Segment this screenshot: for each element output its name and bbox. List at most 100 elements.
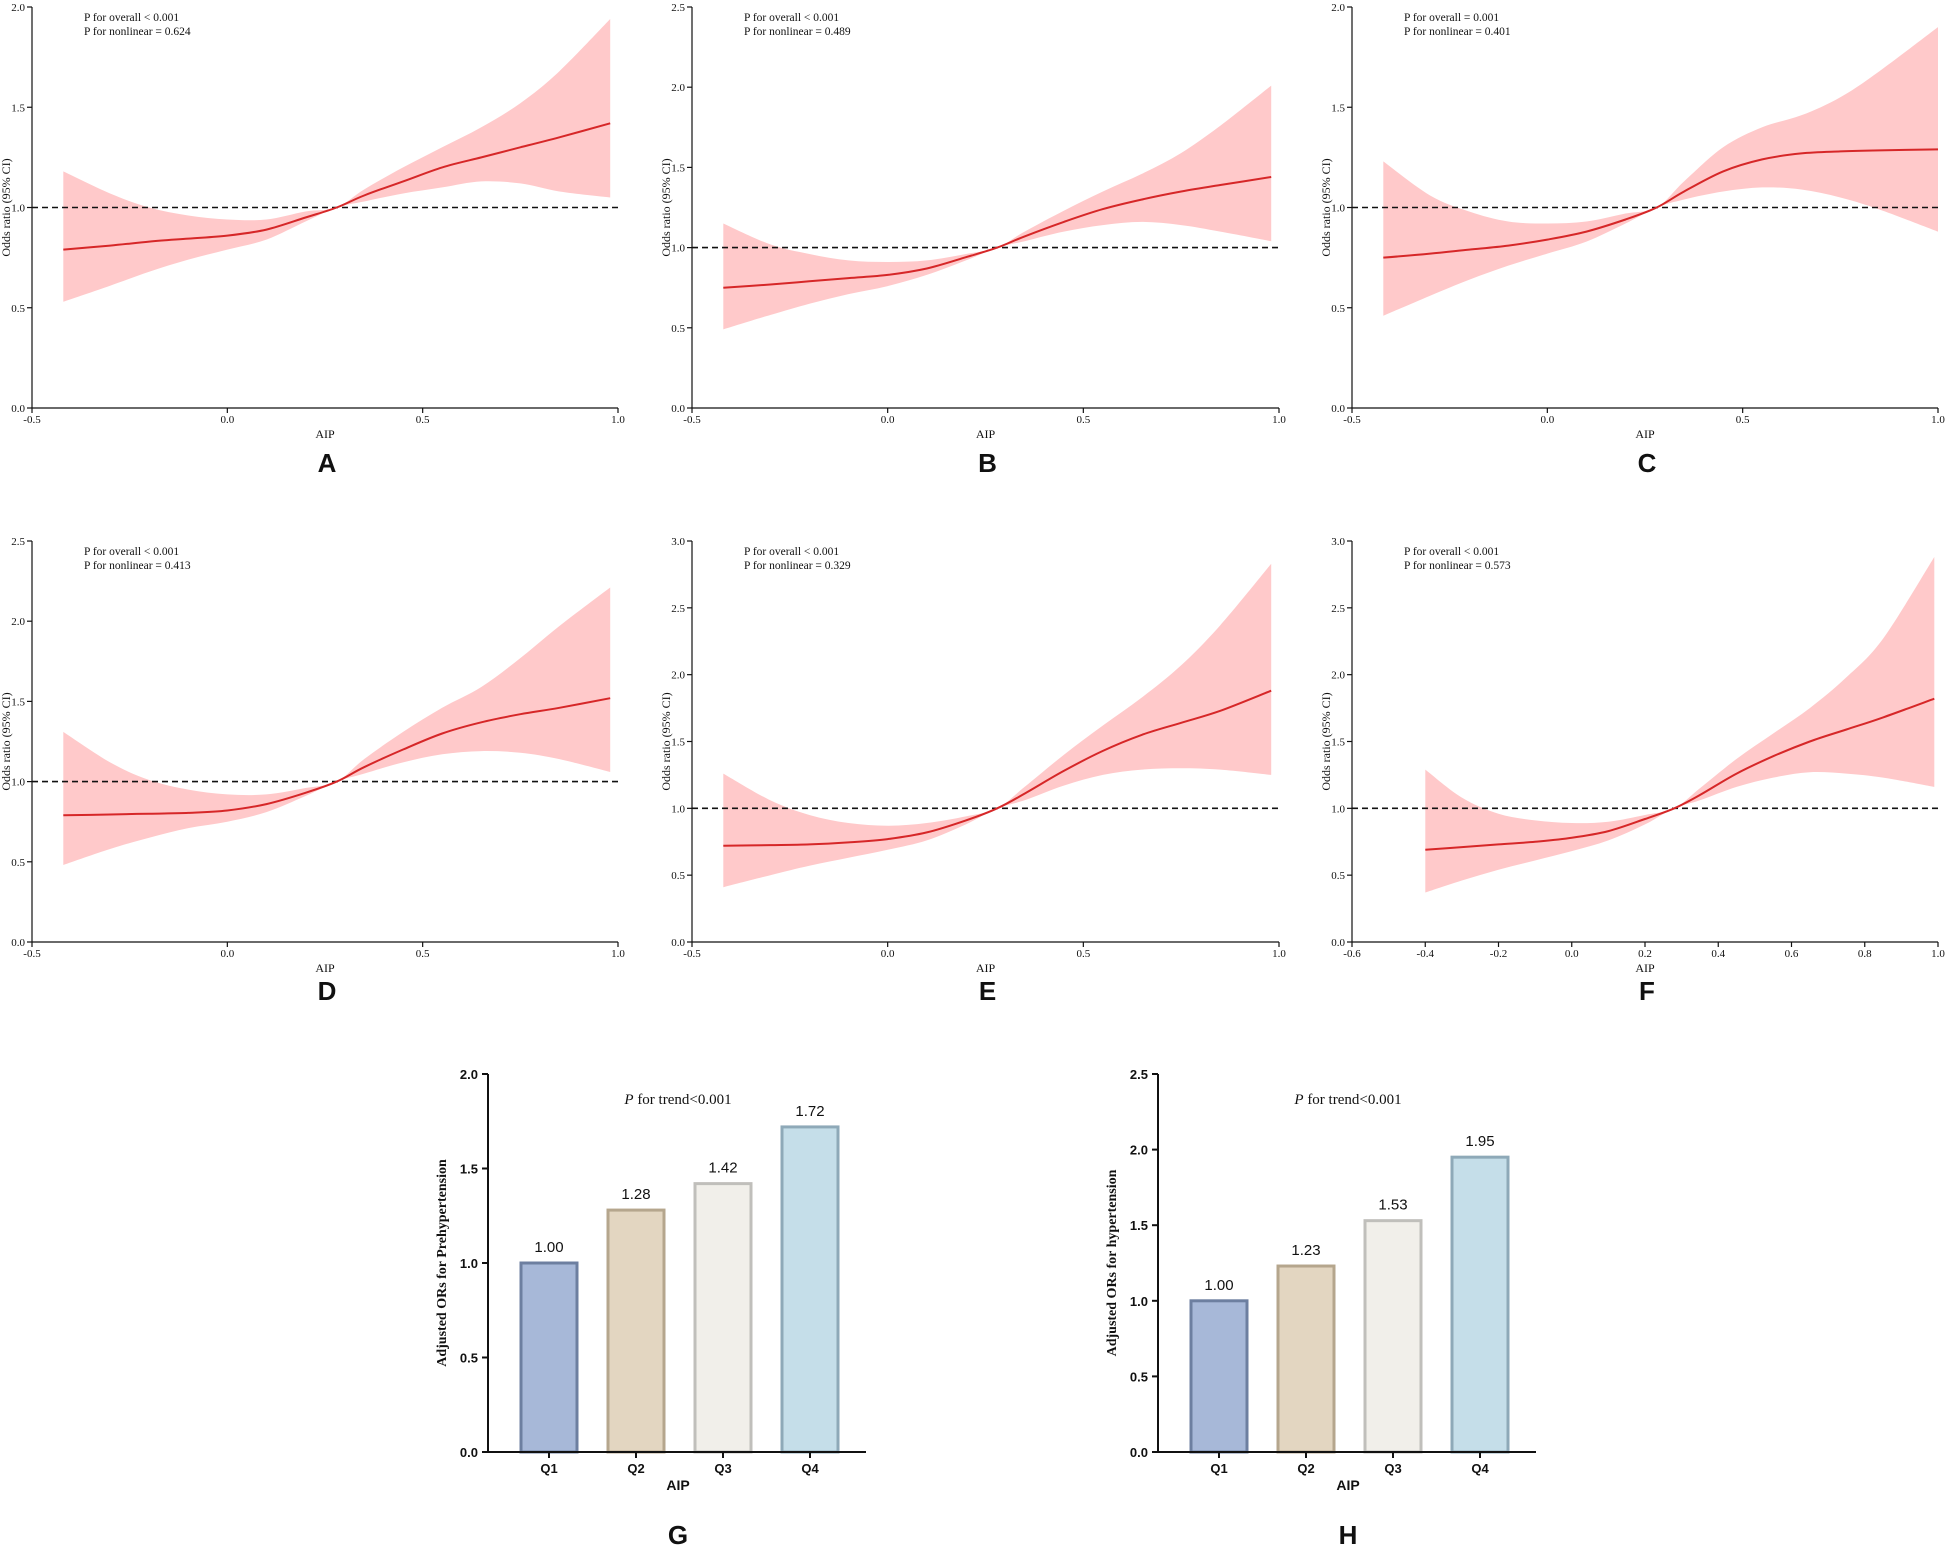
x-tick-label: 0.0: [220, 948, 234, 960]
spline-panel-e: 0.00.51.01.52.02.53.0-0.5 0.0 0.5 1.0AIPOdd…: [659, 536, 1286, 1006]
y-tick-label: 1.5: [11, 102, 25, 114]
x-tick-label: 1.0: [611, 414, 625, 426]
y-tick-label: 2.0: [671, 82, 685, 94]
spline-panel-f: 0.0 0.5 1.0 1.5 2.0 2.5 3.0 -0.6 -0.4 -0.2 0.0 0.2 0…: [1319, 536, 1945, 1006]
bar-value-label: 1.28: [621, 1186, 650, 1203]
x-tick-label: 1.0: [1272, 414, 1286, 426]
y-tick-label: 0.5: [11, 303, 25, 315]
y-axis-title: Adjusted ORs for Prehypertension: [435, 1159, 450, 1367]
y-tick-label: 1.0: [671, 803, 685, 815]
x-tick-label: 0.5: [416, 948, 430, 960]
x-tick-label: -0.5: [683, 948, 701, 960]
x-tick-label: Q3: [1384, 1461, 1401, 1476]
p-overall-annotation: P for overall < 0.001: [744, 12, 839, 24]
y-tick-label: 1.5: [671, 737, 685, 749]
y-tick-label: 1.5: [1331, 102, 1345, 114]
y-tick-label: 1.5: [1130, 1218, 1148, 1233]
x-axis-title: AIP: [1635, 961, 1655, 975]
confidence-band: [1383, 27, 1938, 316]
panel-label: G: [668, 1520, 688, 1550]
y-tick-label: 2.0: [460, 1067, 478, 1082]
y-tick-label: 2.0: [1130, 1143, 1148, 1158]
panel-label: E: [979, 976, 996, 1006]
y-tick-label: 1.0: [11, 777, 25, 789]
panel-label: A: [318, 448, 337, 478]
y-tick-label: 0.0: [460, 1445, 478, 1460]
y-tick-label: 0.0: [671, 403, 685, 415]
p-trend-text: for trend<0.001: [634, 1092, 732, 1108]
bar-q2: [606, 1208, 666, 1454]
bar-value-label: 1.00: [1204, 1277, 1233, 1294]
y-tick-label: 3.0: [671, 536, 685, 548]
bar-value-label: 1.42: [708, 1160, 737, 1177]
x-tick-label: 0.0: [881, 414, 895, 426]
p-nonlinear-annotation: P for nonlinear = 0.624: [84, 26, 191, 38]
bar-q3: [693, 1182, 753, 1454]
p-trend-text: for trend<0.001: [1304, 1092, 1402, 1108]
x-tick-label: 0.6: [1785, 948, 1799, 960]
p-nonlinear-annotation: P for nonlinear = 0.329: [744, 560, 851, 572]
y-axis-title: Odds ratio (95% CI): [1319, 158, 1333, 256]
y-tick-label: 0.0: [671, 937, 685, 949]
y-tick-label: 0.5: [1130, 1369, 1148, 1384]
y-tick-label: 0.0: [11, 937, 25, 949]
x-tick-label: 1.0: [1931, 948, 1945, 960]
x-tick-label: 0.5: [1736, 414, 1750, 426]
bar-value-label: 1.23: [1291, 1242, 1320, 1259]
x-tick-label: 0.5: [416, 414, 430, 426]
y-tick-label: 1.5: [1331, 737, 1345, 749]
p-overall-annotation: P for overall < 0.001: [84, 12, 179, 24]
bar-panel-g: 1.00 Q1 1.28 Q2 1.42 Q3 1.72 Q4 0.0 0.5 1.0 1.5 2.0 A…: [435, 1067, 866, 1550]
p-overall-annotation: P for overall < 0.001: [84, 546, 179, 558]
y-tick-label: 0.0: [11, 403, 25, 415]
p-nonlinear-annotation: P for nonlinear = 0.573: [1404, 560, 1511, 572]
y-axis-title: Odds ratio (95% CI): [0, 692, 13, 790]
y-tick-label: 2.0: [1331, 670, 1345, 682]
x-tick-label: 0.0: [1540, 414, 1554, 426]
y-tick-label: 2.5: [11, 536, 25, 548]
y-axis-title: Odds ratio (95% CI): [0, 158, 13, 256]
x-tick-label: Q1: [540, 1461, 557, 1476]
p-trend-italic: P: [1293, 1092, 1303, 1108]
y-tick-label: 1.5: [671, 162, 685, 174]
y-tick-label: 2.5: [1331, 603, 1345, 615]
y-tick-label: 1.0: [1130, 1294, 1148, 1309]
x-tick-label: 0.0: [881, 948, 895, 960]
bar-q3: [1363, 1219, 1423, 1454]
x-tick-label: 0.8: [1858, 948, 1872, 960]
p-trend-annotation: P for trend<0.001: [623, 1092, 731, 1108]
bar-q4: [780, 1125, 840, 1454]
odds-ratio-curve: [1425, 697, 1935, 851]
y-tick-label: 0.0: [1331, 403, 1345, 415]
y-axis-title: Adjusted ORs for hypertension: [1105, 1169, 1120, 1356]
x-tick-label: Q2: [1297, 1461, 1314, 1476]
bar-q4: [1450, 1155, 1510, 1454]
x-tick-label: Q4: [801, 1461, 819, 1476]
confidence-band: [1425, 557, 1935, 893]
p-nonlinear-annotation: P for nonlinear = 0.413: [84, 560, 191, 572]
y-tick-label: 0.5: [671, 870, 685, 882]
x-tick-label: 1.0: [1931, 414, 1945, 426]
x-tick-label: 0.4: [1711, 948, 1725, 960]
bar-q2: [1276, 1264, 1336, 1454]
p-trend-italic: P: [623, 1092, 633, 1108]
x-tick-label: -0.5: [23, 948, 41, 960]
panel-label: B: [978, 448, 997, 478]
p-overall-annotation: P for overall < 0.001: [744, 546, 839, 558]
y-tick-label: 0.5: [460, 1351, 478, 1366]
x-axis-title: AIP: [315, 427, 335, 441]
x-tick-label: 1.0: [611, 948, 625, 960]
y-tick-label: 2.5: [671, 603, 685, 615]
y-tick-label: 1.0: [1331, 803, 1345, 815]
bar-value-label: 1.72: [795, 1103, 824, 1120]
y-tick-label: 1.0: [671, 243, 685, 255]
y-axis-title: Odds ratio (95% CI): [659, 692, 673, 790]
p-overall-annotation: P for overall < 0.001: [1404, 546, 1499, 558]
x-axis-title: AIP: [315, 961, 335, 975]
x-tick-label: 0.5: [1076, 414, 1090, 426]
x-tick-label: Q3: [714, 1461, 731, 1476]
odds-ratio-curve: [63, 697, 611, 817]
confidence-band: [63, 19, 611, 302]
